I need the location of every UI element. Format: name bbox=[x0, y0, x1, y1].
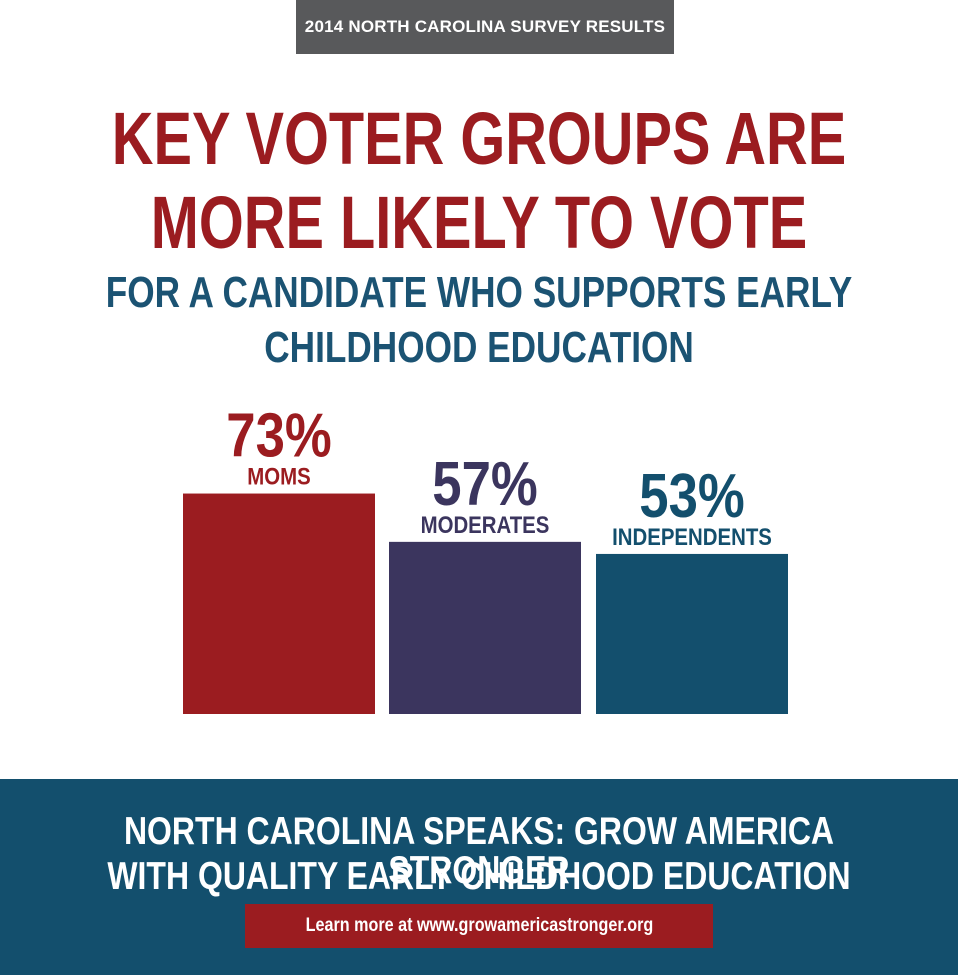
value-label-moms: 73% bbox=[226, 402, 331, 471]
headline-line-1: KEY VOTER GROUPS ARE bbox=[111, 97, 847, 180]
footer-banner: NORTH CAROLINA SPEAKS: GROW AMERICA STRO… bbox=[0, 779, 958, 975]
category-label-moms: MOMS bbox=[247, 463, 310, 490]
learn-more-link[interactable]: Learn more at www.growamericastronger.or… bbox=[245, 904, 713, 948]
subhead-line-2: CHILDHOOD EDUCATION bbox=[264, 323, 694, 372]
bar-moms bbox=[183, 493, 375, 714]
survey-tag: 2014 NORTH CAROLINA SURVEY RESULTS bbox=[296, 0, 674, 54]
category-label-independents: INDEPENDENTS bbox=[612, 523, 772, 550]
subhead-line-1: FOR A CANDIDATE WHO SUPPORTS EARLY bbox=[105, 268, 853, 317]
bar-independents bbox=[596, 553, 788, 714]
bar-chart: 73%MOMS 57%MODERATES 53%INDEPENDENTS bbox=[183, 402, 788, 714]
footer-line-2: WITH QUALITY EARLY CHILDHOOD EDUCATION bbox=[107, 855, 851, 898]
footer-line-1: NORTH CAROLINA SPEAKS: GROW AMERICA STRO… bbox=[123, 810, 835, 892]
bar-moderates bbox=[389, 541, 581, 714]
learn-more-label: Learn more at www.growamericastronger.or… bbox=[305, 915, 653, 936]
headline-line-2: MORE LIKELY TO VOTE bbox=[150, 181, 808, 264]
value-label-moderates: 57% bbox=[432, 450, 537, 519]
value-label-independents: 53% bbox=[639, 462, 744, 531]
category-label-moderates: MODERATES bbox=[421, 511, 550, 538]
